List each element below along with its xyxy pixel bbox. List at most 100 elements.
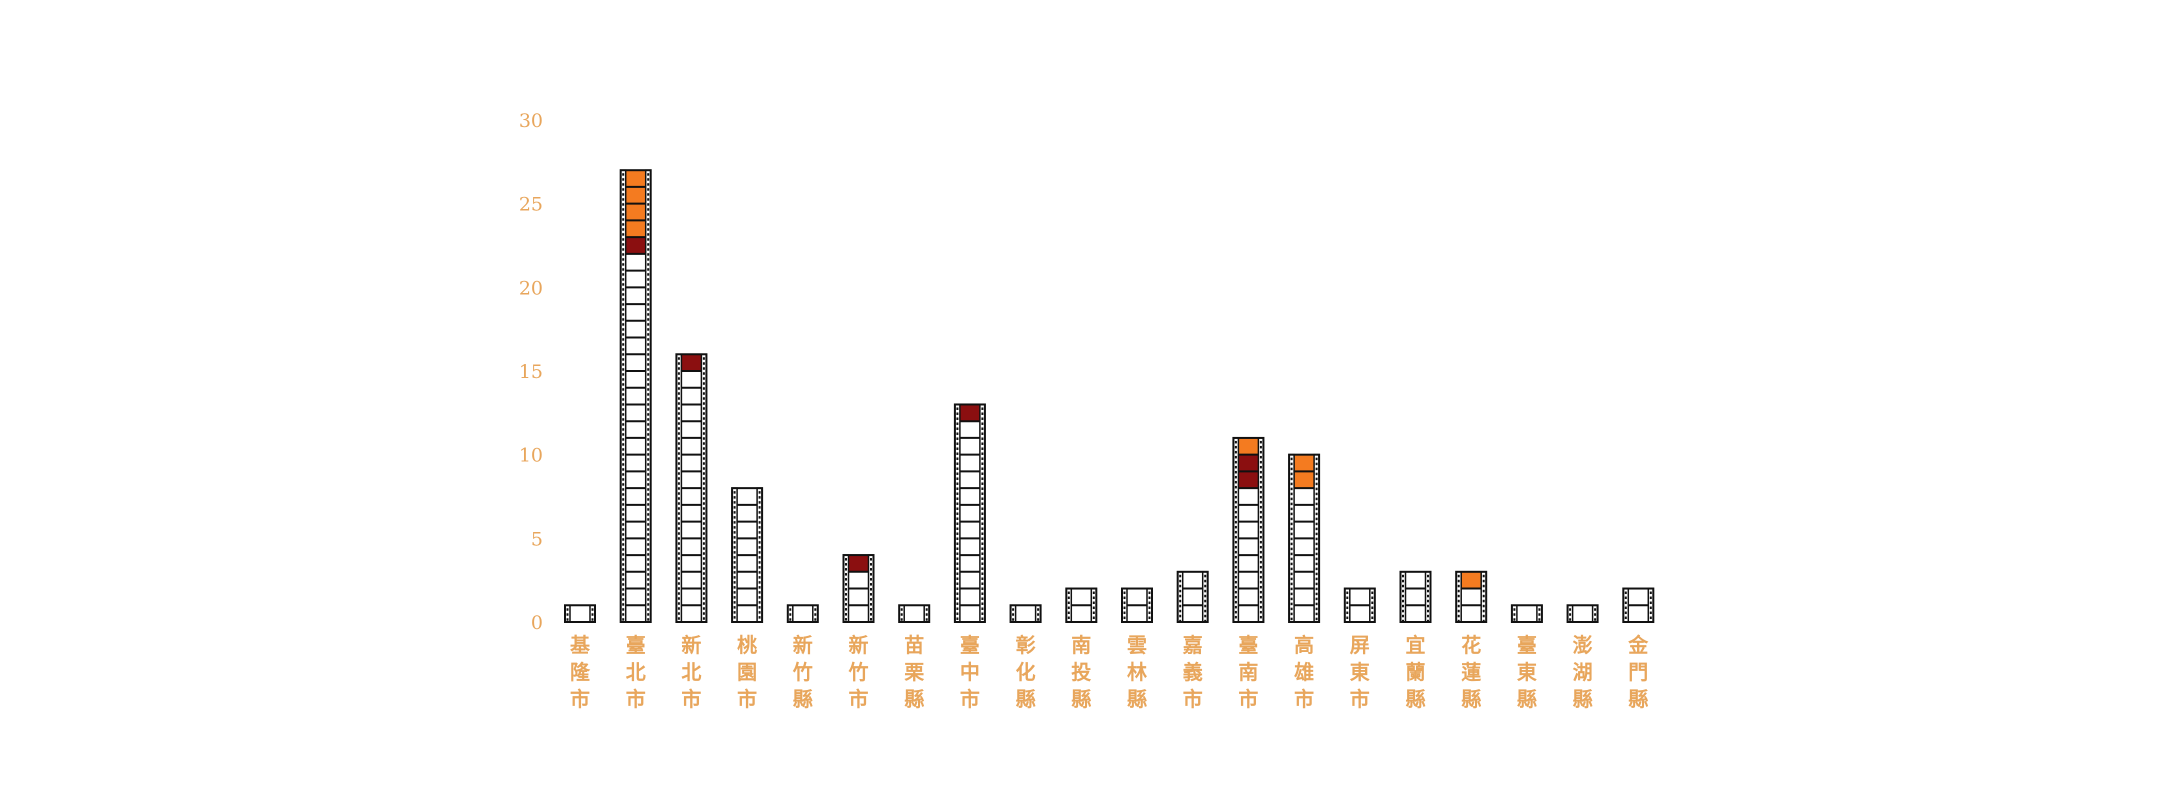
sprocket-hole — [647, 573, 650, 576]
sprocket-hole — [758, 536, 761, 539]
sprocket-hole — [647, 243, 650, 246]
sprocket-hole — [591, 613, 594, 616]
sprocket-hole — [702, 432, 705, 435]
sprocket-hole — [647, 293, 650, 296]
sprocket-hole — [1148, 616, 1151, 620]
sprocket-hole — [702, 617, 705, 620]
sprocket-hole — [1234, 580, 1237, 584]
sprocket-hole — [758, 571, 761, 574]
sprocket-hole — [814, 608, 817, 611]
sprocket-hole — [1204, 599, 1207, 603]
sprocket-hole — [870, 558, 872, 561]
bar-segment — [1010, 605, 1041, 622]
sprocket-hole — [956, 512, 959, 515]
sprocket-hole — [677, 582, 680, 585]
sprocket-hole — [622, 508, 625, 511]
sprocket-hole — [702, 422, 705, 425]
y-tick-label: 20 — [519, 277, 543, 299]
sprocket-hole — [1259, 580, 1262, 584]
sprocket-hole — [1402, 609, 1404, 613]
sprocket-hole — [1315, 492, 1318, 496]
sprocket-hole — [845, 583, 847, 586]
sprocket-hole — [956, 492, 959, 495]
sprocket-hole — [677, 612, 680, 615]
sprocket-hole — [1290, 517, 1293, 521]
sprocket-hole — [1148, 606, 1151, 610]
sprocket-hole — [622, 308, 625, 311]
sprocket-hole — [622, 298, 625, 301]
sprocket-hole — [1315, 567, 1318, 571]
bar-segment — [899, 605, 930, 622]
sprocket-hole — [870, 573, 872, 576]
sprocket-hole — [622, 353, 625, 356]
sprocket-hole — [622, 223, 625, 226]
sprocket-hole — [870, 583, 872, 586]
sprocket-hole — [647, 188, 650, 191]
sprocket-hole — [622, 593, 625, 596]
sprocket-hole — [647, 443, 650, 446]
sprocket-hole — [647, 233, 650, 236]
sprocket-hole — [1259, 460, 1262, 464]
bar-outline — [842, 554, 875, 623]
sprocket-hole — [1538, 608, 1541, 611]
sprocket-hole — [1315, 542, 1318, 546]
sprocket-hole — [677, 467, 680, 470]
sprocket-hole — [677, 617, 680, 620]
y-tick-label: 5 — [531, 528, 543, 550]
sprocket-hole — [1290, 527, 1293, 531]
bar — [1510, 604, 1543, 623]
sprocket-hole — [622, 608, 625, 611]
sprocket-hole — [1259, 565, 1262, 569]
sprocket-hole — [622, 473, 625, 476]
sprocket-hole — [1482, 599, 1485, 603]
sprocket-hole — [622, 218, 625, 221]
sprocket-hole — [647, 313, 650, 316]
sprocket-hole — [758, 561, 761, 564]
sprocket-hole — [1315, 502, 1318, 506]
bar — [1399, 570, 1432, 623]
sprocket-hole — [1290, 457, 1293, 461]
sprocket-hole — [1624, 606, 1627, 610]
sprocket-hole — [702, 397, 705, 400]
sprocket-hole — [1148, 601, 1151, 605]
sprocket-hole — [981, 417, 984, 420]
sprocket-hole — [1427, 599, 1429, 603]
sprocket-hole — [981, 617, 984, 620]
x-tick-label: 基隆市 — [570, 633, 591, 711]
sprocket-hole — [981, 537, 984, 540]
sprocket-hole — [702, 597, 705, 600]
sprocket-hole — [1234, 615, 1237, 619]
sprocket-hole — [1402, 594, 1404, 598]
sprocket-hole — [622, 448, 625, 451]
sprocket-hole — [1234, 555, 1237, 559]
sprocket-hole — [647, 433, 650, 436]
sprocket-hole — [702, 417, 705, 420]
sprocket-hole — [1259, 540, 1262, 544]
sprocket-hole — [1290, 492, 1293, 496]
sprocket-hole — [622, 578, 625, 581]
sprocket-hole — [925, 613, 928, 616]
sprocket-hole — [1204, 604, 1207, 608]
sprocket-hole — [1402, 584, 1404, 588]
sprocket-hole — [677, 517, 680, 520]
sprocket-hole — [647, 338, 650, 341]
sprocket-hole — [1315, 612, 1318, 616]
sprocket-hole — [1290, 617, 1293, 621]
sprocket-hole — [622, 338, 625, 341]
sprocket-hole — [1259, 560, 1262, 564]
sprocket-hole — [956, 597, 959, 600]
sprocket-hole — [956, 522, 959, 525]
sprocket-hole — [622, 493, 625, 496]
bar — [564, 604, 596, 623]
sprocket-hole — [1315, 532, 1318, 536]
sprocket-hole — [702, 427, 705, 430]
sprocket-hole — [647, 393, 650, 396]
sprocket-hole — [647, 388, 650, 391]
sprocket-hole — [1290, 572, 1293, 576]
sprocket-hole — [622, 183, 625, 186]
sprocket-hole — [677, 492, 680, 495]
sprocket-hole — [981, 477, 984, 480]
sprocket-hole — [1482, 574, 1485, 578]
bar-outline — [675, 353, 708, 623]
sprocket-hole — [981, 532, 984, 535]
